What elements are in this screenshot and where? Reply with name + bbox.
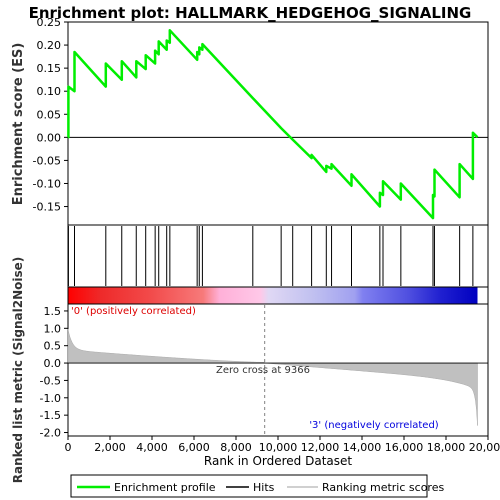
x-tick-label: 14,000 (343, 441, 382, 454)
x-tick-label: 4,000 (136, 441, 168, 454)
metric-y-tick-label: 0.5 (44, 340, 62, 353)
metric-y-tick-label: -1.0 (40, 392, 61, 405)
es-y-tick-label: -0.05 (33, 154, 61, 167)
zero-cross-label: Zero cross at 9366 (216, 365, 310, 376)
x-tick-label: 12,000 (301, 441, 340, 454)
x-tick-label: 16,000 (385, 441, 424, 454)
x-tick-label: 2,000 (94, 441, 126, 454)
metric-y-tick-label: -1.5 (40, 409, 61, 422)
x-axis: 0 2,000 4,000 6,000 8,000 10,000 12,000 14,000 1… (65, 436, 500, 454)
metric-y-tick-label: 0.0 (44, 357, 62, 370)
hits-marks (67, 226, 474, 286)
x-tick-label: 0 (65, 441, 72, 454)
chart-title: Enrichment plot: HALLMARK_HEDGEHOG_SIGNA… (29, 4, 472, 22)
rank-color-bar (68, 287, 478, 304)
x-tick-label: 20,000 (469, 441, 500, 454)
positive-correlation-label: '0' (positively correlated) (71, 306, 196, 317)
legend-box (70, 474, 428, 498)
metric-y-tick-label: -2.0 (40, 427, 61, 440)
metric-y-tick-label: 1.0 (44, 322, 62, 335)
es-y-tick-label: 0.05 (37, 108, 62, 121)
x-tick-label: 6,000 (178, 441, 210, 454)
x-tick-label: 10,000 (259, 441, 298, 454)
es-y-tick-label: -0.15 (33, 201, 61, 214)
x-tick-label: 18,000 (427, 441, 466, 454)
es-y-tick-label: 0.00 (37, 131, 62, 144)
es-curve (67, 29, 479, 220)
es-y-tick-label: 0.15 (37, 62, 62, 75)
legend-hits-label: Hits (253, 481, 275, 494)
negative-correlation-label: '3' (negatively correlated) (309, 420, 438, 431)
metric-y-axis: 1.5 1.0 0.5 0.0 -0.5 -1.0 -1.5 -2.0 (40, 305, 68, 440)
es-y-axis: 0.25 0.20 0.15 0.10 0.05 0.00 -0.05 -0.10 -0.15 (33, 16, 68, 214)
ranking-metric-area (67, 328, 478, 426)
metric-y-tick-label: 1.5 (44, 305, 62, 318)
x-axis-label: Rank in Ordered Dataset (204, 454, 352, 468)
es-y-tick-label: -0.10 (33, 177, 61, 190)
metric-y-axis-label: Ranked list metric (Signal2Noise) (11, 257, 25, 484)
hits-panel-frame (67, 224, 489, 288)
legend-enrichment-label: Enrichment profile (114, 481, 216, 494)
es-y-axis-label: Enrichment score (ES) (11, 43, 26, 206)
es-y-tick-label: 0.25 (37, 16, 62, 29)
metric-y-tick-label: -0.5 (40, 374, 61, 387)
es-y-tick-label: 0.20 (37, 39, 62, 52)
legend-metric-label: Ranking metric scores (322, 481, 444, 494)
x-tick-label: 8,000 (220, 441, 252, 454)
es-y-tick-label: 0.10 (37, 85, 62, 98)
